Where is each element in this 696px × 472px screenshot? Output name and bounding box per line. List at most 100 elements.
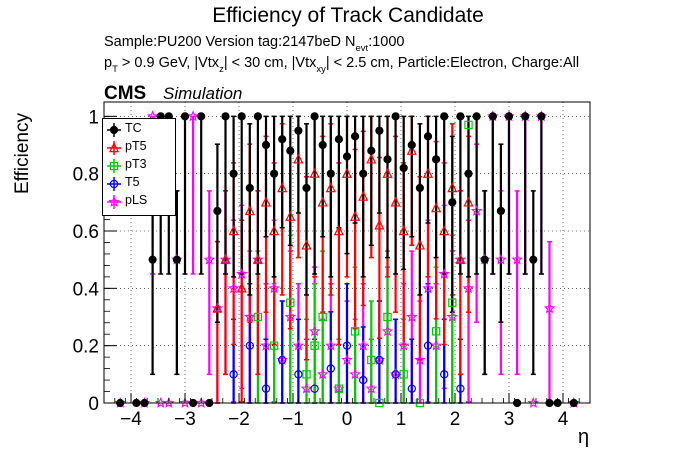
pT3-point — [399, 370, 408, 379]
legend-entry-pt5: pT5 — [103, 139, 175, 157]
x-tick-label: −3 — [174, 409, 196, 430]
legend: TC pT5 pT3 T5 pLS — [102, 118, 176, 216]
pLS-point — [244, 310, 256, 322]
pT5-point — [455, 253, 466, 264]
y-tick-label: 0 — [88, 394, 99, 415]
T5-point — [359, 375, 368, 385]
pT5-point — [341, 167, 353, 178]
pT3-point — [318, 312, 327, 322]
marker-point — [108, 195, 120, 207]
pT3-point — [334, 384, 344, 393]
TC-point — [180, 112, 190, 121]
legend-entry-t5: T5 — [103, 175, 175, 193]
TC-point — [529, 255, 538, 264]
pLS-point — [527, 396, 540, 408]
y-tick-label: 0.8 — [73, 165, 99, 186]
TC-point — [334, 135, 343, 144]
pT5-point — [414, 239, 425, 250]
sample-text: Sample:PU200 Version tag:2147beD N — [104, 34, 356, 50]
TC-point — [326, 169, 335, 178]
pLS-point — [179, 396, 191, 408]
x-tick-label: 4 — [558, 409, 569, 430]
pLS-point — [292, 339, 305, 351]
T5-point — [375, 355, 384, 365]
y-tick-label: 0.4 — [73, 279, 100, 300]
marker-point — [108, 142, 120, 153]
TC-point — [521, 112, 530, 121]
pLS-point — [235, 267, 248, 279]
pT5-point — [260, 196, 272, 207]
x-tick-label: −4 — [120, 409, 142, 430]
TC-point — [253, 112, 262, 121]
pT5-point — [269, 225, 280, 236]
T5-point — [423, 341, 433, 350]
pLS-point — [357, 339, 369, 351]
pLS-point — [470, 204, 483, 216]
TC-point — [383, 155, 392, 164]
legend-entry-pt3: pT3 — [103, 157, 175, 175]
chart-title: Efficiency of Track Candidate — [212, 4, 484, 27]
pT5-point — [422, 167, 434, 178]
pT3-point — [253, 312, 263, 322]
cuts-p: p — [104, 55, 113, 71]
error-bars — [150, 115, 552, 404]
legend-label-pt5: pT5 — [125, 139, 147, 153]
TC-point — [286, 146, 295, 155]
legend-label-t5: T5 — [125, 175, 140, 189]
TC-point — [237, 112, 246, 121]
pT3-point — [367, 355, 376, 365]
T5-point — [278, 355, 287, 365]
TC-point — [294, 126, 303, 135]
sample-subscript: evt — [355, 43, 369, 54]
pLS-point — [414, 353, 426, 365]
pT3-point — [286, 298, 295, 307]
x-tick-label: 0 — [342, 409, 353, 430]
T5-point — [342, 341, 352, 350]
pT5-point — [406, 144, 417, 155]
TC-point — [375, 126, 384, 135]
pLS-point — [203, 253, 216, 265]
pT3-point — [310, 341, 319, 350]
pLS-point — [227, 282, 240, 294]
TC-point — [423, 132, 433, 141]
pT5-point — [252, 253, 263, 264]
pLS-point — [195, 396, 207, 408]
pT5-point — [350, 210, 361, 221]
pLS-point — [495, 253, 507, 265]
pLS-point — [219, 253, 232, 265]
marker-point — [109, 179, 119, 189]
pT5-point — [293, 153, 304, 164]
legend-entry-tc: TC — [103, 121, 175, 139]
TC-point — [197, 112, 206, 121]
pT5-point — [374, 219, 385, 230]
pLS-point — [381, 325, 394, 337]
legend-marker-tc — [107, 123, 121, 137]
pLS-point — [438, 267, 450, 279]
T5-point — [245, 341, 254, 350]
TC-point — [464, 169, 473, 178]
pLS-point — [308, 325, 321, 337]
pLS-point — [543, 302, 556, 314]
pLS-point — [284, 310, 297, 322]
TC-point — [440, 112, 449, 121]
pLS-point — [316, 368, 329, 380]
selection-cuts: pT > 0.9 GeV, |Vtxz| < 30 cm, |Vtxxy| < … — [104, 55, 579, 75]
pT5-point — [309, 167, 320, 178]
pT5-point — [390, 196, 401, 207]
T5-point — [261, 384, 271, 393]
T5-point — [326, 364, 335, 373]
TC-point — [448, 198, 457, 207]
cuts-p-subscript: T — [112, 64, 118, 75]
pLS-point — [300, 382, 313, 394]
pT5-point — [382, 167, 393, 178]
sample-tail: :1000 — [368, 34, 405, 50]
pT5-point — [301, 239, 312, 250]
TC-point — [342, 152, 352, 161]
cuts-a: > 0.9 GeV, |Vtx — [117, 55, 220, 71]
x-axis-label: η — [578, 426, 590, 448]
TC-point — [432, 155, 441, 164]
pLS-point — [268, 282, 280, 294]
TC-point — [407, 140, 416, 150]
T5-point — [310, 384, 319, 393]
pT5-point — [447, 182, 458, 193]
